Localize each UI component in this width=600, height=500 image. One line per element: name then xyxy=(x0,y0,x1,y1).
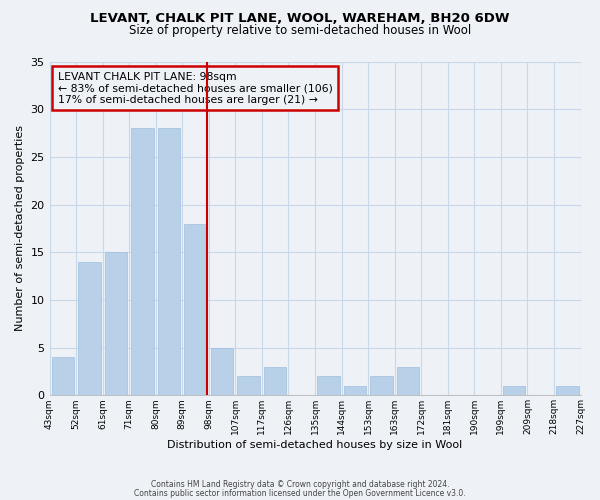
Text: Contains public sector information licensed under the Open Government Licence v3: Contains public sector information licen… xyxy=(134,488,466,498)
Bar xyxy=(52,357,74,396)
Bar xyxy=(78,262,101,396)
Bar xyxy=(158,128,180,396)
Bar xyxy=(317,376,340,396)
X-axis label: Distribution of semi-detached houses by size in Wool: Distribution of semi-detached houses by … xyxy=(167,440,463,450)
Bar xyxy=(503,386,526,396)
Bar xyxy=(238,376,260,396)
Text: LEVANT CHALK PIT LANE: 98sqm
← 83% of semi-detached houses are smaller (106)
17%: LEVANT CHALK PIT LANE: 98sqm ← 83% of se… xyxy=(58,72,332,104)
Bar xyxy=(184,224,207,396)
Bar xyxy=(556,386,578,396)
Bar xyxy=(344,386,366,396)
Bar xyxy=(370,376,392,396)
Bar xyxy=(397,366,419,396)
Bar xyxy=(264,366,286,396)
Text: Contains HM Land Registry data © Crown copyright and database right 2024.: Contains HM Land Registry data © Crown c… xyxy=(151,480,449,489)
Text: Size of property relative to semi-detached houses in Wool: Size of property relative to semi-detach… xyxy=(129,24,471,37)
Bar xyxy=(131,128,154,396)
Bar xyxy=(104,252,127,396)
Text: LEVANT, CHALK PIT LANE, WOOL, WAREHAM, BH20 6DW: LEVANT, CHALK PIT LANE, WOOL, WAREHAM, B… xyxy=(90,12,510,26)
Bar xyxy=(211,348,233,396)
Y-axis label: Number of semi-detached properties: Number of semi-detached properties xyxy=(15,126,25,332)
